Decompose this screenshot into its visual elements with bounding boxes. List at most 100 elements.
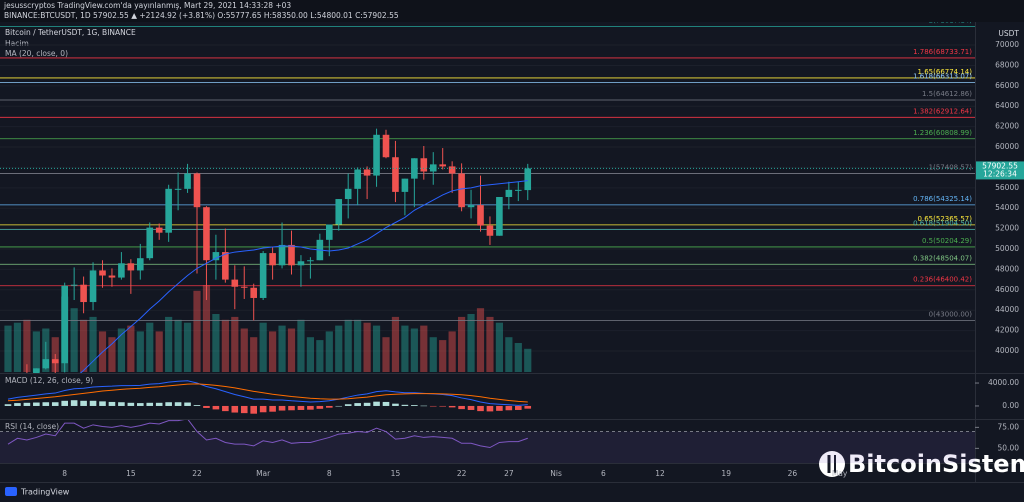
fib-label: 1.236(60808.99) xyxy=(913,129,972,137)
y-tick-label: 62000 xyxy=(995,122,1019,131)
volume-bar xyxy=(429,337,437,372)
macd-histogram-bar xyxy=(439,405,446,407)
candle-body xyxy=(335,199,343,225)
rsi-line xyxy=(7,420,528,449)
x-tick-label: 19 xyxy=(721,469,731,478)
volume-bar xyxy=(174,319,182,372)
candle-body xyxy=(70,284,78,286)
candle-body xyxy=(42,359,50,369)
volume-bar xyxy=(524,348,532,372)
volume-bar xyxy=(89,316,97,372)
candle-body xyxy=(146,227,154,259)
y-tick-label: 46000 xyxy=(995,285,1019,294)
watermark-icon xyxy=(819,451,845,477)
ma-line xyxy=(79,180,528,373)
fib-label: 0(43000.00) xyxy=(929,310,973,318)
volume-bar xyxy=(382,337,390,372)
volume-legend: Hacim xyxy=(5,39,29,48)
volume-bar xyxy=(335,325,343,372)
volume-bar xyxy=(23,319,31,372)
volume-bar xyxy=(363,322,371,372)
volume-bar xyxy=(117,328,125,372)
volume-bar xyxy=(13,322,22,372)
candle-body xyxy=(505,189,513,197)
volume-bar xyxy=(448,331,456,372)
volume-bar xyxy=(32,331,40,372)
candle-body xyxy=(486,225,494,236)
y-tick-label: 42000 xyxy=(995,326,1019,335)
volume-bar xyxy=(155,331,163,372)
symbol-line: BINANCE:BTCUSDT, 1D 57902.55 ▲ +2124.92 … xyxy=(4,11,399,20)
y-tick-label: 56000 xyxy=(995,183,1019,192)
macd-histogram-bar xyxy=(250,405,257,414)
y-tick-label: 66000 xyxy=(995,81,1019,90)
candle-body xyxy=(80,284,87,303)
volume-bar xyxy=(221,319,229,372)
rsi-band xyxy=(0,431,975,463)
macd-histogram-bar xyxy=(23,402,31,406)
ma-legend: MA (20, close, 0) xyxy=(5,49,68,58)
candle-body xyxy=(363,169,371,176)
last-price-label: 57902.55 xyxy=(982,161,1018,170)
macd-histogram-bar xyxy=(496,405,503,411)
candle-body xyxy=(288,244,295,266)
candle-body xyxy=(278,244,286,266)
volume-bar xyxy=(391,316,400,372)
candle-body xyxy=(269,253,276,266)
x-tick-label: 15 xyxy=(126,469,136,478)
fib-label: 0.786(54325.14) xyxy=(913,195,972,203)
volume-bar xyxy=(306,337,314,372)
fib-label: 1.618(66313.07) xyxy=(913,73,972,81)
macd-histogram-bar xyxy=(89,400,97,406)
candle-body xyxy=(382,134,390,158)
volume-bar xyxy=(410,328,418,372)
candle-body xyxy=(458,173,465,208)
x-tick-label: 8 xyxy=(327,469,332,478)
macd-histogram-bar xyxy=(344,404,352,406)
volume-bar xyxy=(202,285,211,372)
chart-title: Bitcoin / TetherUSDT, 1G, BINANCE xyxy=(5,28,136,37)
candle-body xyxy=(354,169,361,189)
macd-histogram-bar xyxy=(240,405,248,414)
candle-body xyxy=(193,173,201,208)
candle-body xyxy=(467,205,475,208)
x-tick-label: 27 xyxy=(504,469,514,478)
fib-label: 0.5(50204.29) xyxy=(922,237,972,245)
macd-histogram-bar xyxy=(288,405,295,411)
macd-histogram-bar xyxy=(448,405,456,408)
candle-body xyxy=(250,287,257,298)
volume-bar xyxy=(250,337,258,372)
fib-label: 1.65(66774.14) xyxy=(918,68,973,76)
candle-body xyxy=(392,157,399,192)
rsi-tick-label: 50.00 xyxy=(998,443,1020,452)
y-tick-label: 50000 xyxy=(995,244,1019,253)
macd-histogram-bar xyxy=(278,405,286,411)
macd-histogram-bar xyxy=(127,402,135,406)
macd-histogram-bar xyxy=(477,405,484,412)
y-tick-label: 48000 xyxy=(995,264,1019,273)
header-bar xyxy=(0,0,1024,22)
author-line: jesusscryptos TradingView.com'da yayınla… xyxy=(3,1,291,10)
volume-bar xyxy=(259,322,267,372)
candle-body xyxy=(496,197,503,236)
macd-histogram-bar xyxy=(354,403,361,406)
y-tick-label: 68000 xyxy=(995,60,1019,69)
last-price-badge xyxy=(976,161,1024,180)
candle-body xyxy=(240,286,248,288)
volume-bar xyxy=(269,331,277,372)
fib-label: 1.5(64612.86) xyxy=(922,90,972,98)
macd-histogram-bar xyxy=(80,400,87,406)
fib-label: 0.382(48504.07) xyxy=(913,254,972,262)
volume-bar xyxy=(439,340,447,372)
macd-histogram-bar xyxy=(269,405,276,412)
candle-body xyxy=(212,252,220,261)
candle-body xyxy=(307,260,314,262)
volume-bar xyxy=(108,337,116,372)
volume-bar xyxy=(287,328,296,372)
y-tick-label: 64000 xyxy=(995,101,1019,110)
macd-histogram-bar xyxy=(184,402,191,406)
candle-body xyxy=(448,166,456,174)
macd-histogram-bar xyxy=(326,405,333,408)
